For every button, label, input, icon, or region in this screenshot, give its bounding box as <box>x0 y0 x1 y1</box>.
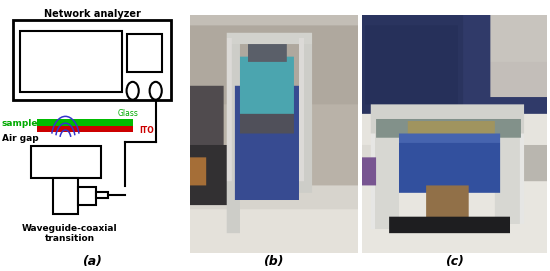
Text: (b): (b) <box>263 255 284 268</box>
Text: Waveguide-coaxial
transition: Waveguide-coaxial transition <box>22 224 118 243</box>
Text: Glass: Glass <box>118 109 139 118</box>
Text: Network analyzer: Network analyzer <box>43 9 141 20</box>
Text: ITO: ITO <box>139 126 154 135</box>
FancyBboxPatch shape <box>13 20 172 100</box>
Text: Air gap: Air gap <box>2 134 38 143</box>
FancyBboxPatch shape <box>37 119 133 126</box>
FancyBboxPatch shape <box>31 146 101 178</box>
FancyBboxPatch shape <box>78 187 96 205</box>
FancyBboxPatch shape <box>20 31 122 92</box>
Text: (a): (a) <box>82 255 102 268</box>
FancyBboxPatch shape <box>37 126 133 132</box>
FancyBboxPatch shape <box>96 192 108 198</box>
FancyBboxPatch shape <box>127 34 162 72</box>
Text: (c): (c) <box>444 255 464 268</box>
Text: sample: sample <box>2 119 38 128</box>
FancyBboxPatch shape <box>52 178 78 214</box>
